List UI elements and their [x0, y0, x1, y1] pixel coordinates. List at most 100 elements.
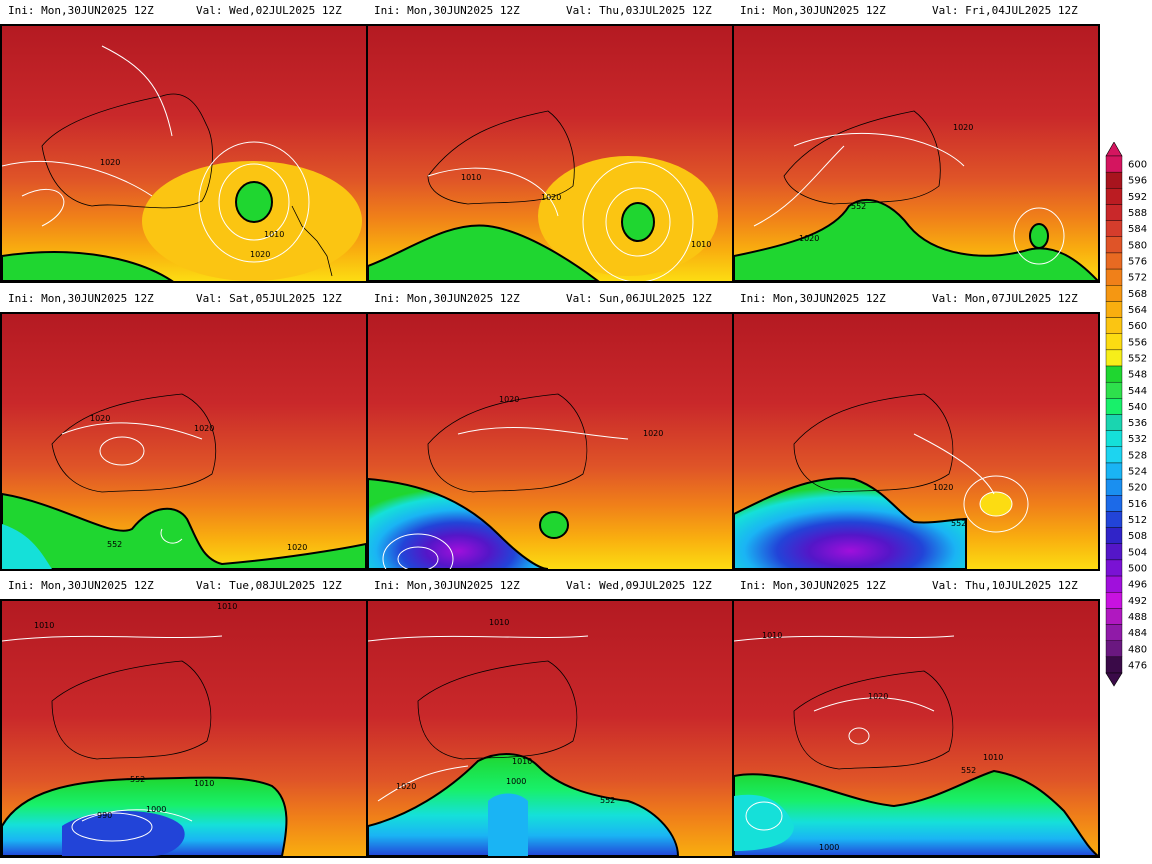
panel-8-val: Val: Wed,09JUL2025 12Z [566, 579, 712, 592]
isobar-label: 1020 [250, 250, 270, 259]
colorbar-tick-label: 540 [1128, 402, 1147, 413]
colorbar-tick-label: 520 [1128, 483, 1147, 494]
panel-6-val: Val: Mon,07JUL2025 12Z [932, 292, 1078, 305]
panel-3-val: Val: Fri,04JUL2025 12Z [932, 4, 1078, 17]
colorbar-tick-label: 516 [1128, 499, 1147, 510]
colorbar-swatch [1105, 220, 1123, 237]
colorbar-tick-label: 496 [1128, 580, 1147, 591]
isobar-label: 1020 [499, 395, 519, 404]
map-panel-9: 1010 1020 552 1010 1000 [732, 599, 1100, 858]
panel-7-val: Val: Tue,08JUL2025 12Z [196, 579, 342, 592]
colorbar-swatch [1105, 462, 1123, 480]
isobar-label: 1020 [953, 123, 973, 132]
panel-9-val: Val: Thu,10JUL2025 12Z [932, 579, 1078, 592]
colorbar-tick-label: 484 [1128, 628, 1147, 639]
isobar-label: 1020 [90, 414, 110, 423]
isobar-label: 552 [951, 519, 966, 528]
isobar-label: 1010 [691, 240, 711, 249]
colorbar-tick-label: 548 [1128, 370, 1147, 381]
isobar-label: 990 [97, 811, 112, 820]
map-panel-3: 1020 552 1020 [732, 24, 1100, 283]
panel-2-val: Val: Thu,03JUL2025 12Z [566, 4, 712, 17]
colorbar-tick-label: 536 [1128, 418, 1147, 429]
isobar-label: 552 [107, 540, 122, 549]
colorbar-swatch [1105, 333, 1123, 351]
panel-7-ini: Ini: Mon,30JUN2025 12Z [8, 579, 154, 592]
isobar-label: 1020 [287, 543, 307, 552]
colorbar-swatch [1105, 495, 1123, 512]
map-panel-4: 1020 1020 552 1020 [0, 312, 368, 571]
isobar-label: 1020 [100, 158, 120, 167]
isobar-label: 1010 [512, 757, 532, 766]
colorbar-swatch [1105, 365, 1123, 383]
colorbar-swatch [1105, 446, 1123, 464]
map-panel-6: 1020 552 [732, 312, 1100, 571]
colorbar-tick-label: 568 [1128, 289, 1147, 300]
colorbar-swatch [1105, 543, 1123, 561]
panel-3-ini: Ini: Mon,30JUN2025 12Z [740, 4, 886, 17]
panel-4-val: Val: Sat,05JUL2025 12Z [196, 292, 342, 305]
colorbar-tick-label: 528 [1128, 450, 1147, 461]
colorbar-tick-label: 500 [1128, 563, 1147, 574]
colorbar: 600 596 592 588 584 580 576 572 568 564 560 556 552 5… [1105, 142, 1147, 687]
colorbar-tick-label: 512 [1128, 515, 1147, 526]
colorbar-swatch [1105, 608, 1123, 625]
isobar-label: 1010 [217, 602, 237, 611]
colorbar-tick-label: 524 [1128, 467, 1147, 478]
colorbar-tick-label: 544 [1128, 386, 1147, 397]
isobar-label: 1010 [489, 618, 509, 627]
colorbar-tick-label: 600 [1128, 160, 1147, 171]
colorbar-swatch [1105, 511, 1123, 528]
colorbar-tick-label: 552 [1128, 353, 1147, 364]
isobar-label: 1010 [983, 753, 1003, 762]
colorbar-tick-label: 596 [1128, 176, 1147, 187]
map-panel-8: 1010 1010 1000 1020 552 [366, 599, 734, 858]
colorbar-swatch [1105, 236, 1123, 254]
colorbar-bottom-arrow [1105, 672, 1123, 687]
isobar-label: 1010 [762, 631, 782, 640]
colorbar-swatch [1105, 527, 1123, 544]
colorbar-swatch [1105, 478, 1123, 496]
colorbar-swatch [1105, 171, 1123, 189]
panel-1-ini: Ini: Mon,30JUN2025 12Z [8, 4, 154, 17]
colorbar-tick-label: 476 [1128, 660, 1147, 671]
colorbar-swatch [1105, 285, 1123, 302]
isobar-label: 552 [130, 775, 145, 784]
colorbar-tick-label: 564 [1128, 305, 1147, 316]
panel-6-ini: Ini: Mon,30JUN2025 12Z [740, 292, 886, 305]
isobar-label: 1000 [506, 777, 526, 786]
isobar-label: 1010 [264, 230, 284, 239]
colorbar-tick-label: 480 [1128, 644, 1147, 655]
isobar-label: 1010 [34, 621, 54, 630]
panel-4-ini: Ini: Mon,30JUN2025 12Z [8, 292, 154, 305]
colorbar-tick-label: 508 [1128, 531, 1147, 542]
colorbar-tick-label: 572 [1128, 273, 1147, 284]
colorbar-swatch [1105, 204, 1123, 221]
panel-9-ini: Ini: Mon,30JUN2025 12Z [740, 579, 886, 592]
colorbar-tick-label: 584 [1128, 224, 1147, 235]
colorbar-tick-label: 588 [1128, 208, 1147, 219]
isobar-label: 552 [961, 766, 976, 775]
isobar-label: 1020 [933, 483, 953, 492]
isobar-label: 1000 [146, 805, 166, 814]
map-panel-7: 1010 1010 552 1010 1000 990 [0, 599, 368, 858]
panel-5-val: Val: Sun,06JUL2025 12Z [566, 292, 712, 305]
colorbar-tick-label: 592 [1128, 192, 1147, 203]
isobar-label: 1000 [819, 843, 839, 852]
colorbar-swatch [1105, 301, 1123, 318]
colorbar-swatch [1105, 592, 1123, 609]
colorbar-swatch [1105, 640, 1123, 658]
colorbar-swatch [1105, 155, 1123, 173]
colorbar-swatch [1105, 398, 1123, 415]
colorbar-swatch [1105, 430, 1123, 448]
colorbar-swatch [1105, 188, 1123, 205]
colorbar-tick-label: 492 [1128, 596, 1147, 607]
colorbar-swatch [1105, 624, 1123, 641]
colorbar-swatch [1105, 252, 1123, 270]
colorbar-tick-label: 560 [1128, 321, 1147, 332]
colorbar-tick-label: 576 [1128, 257, 1147, 268]
panel-8-ini: Ini: Mon,30JUN2025 12Z [374, 579, 520, 592]
panel-1-val: Val: Wed,02JUL2025 12Z [196, 4, 342, 17]
colorbar-tick-label: 556 [1128, 337, 1147, 348]
colorbar-swatch [1105, 414, 1123, 431]
